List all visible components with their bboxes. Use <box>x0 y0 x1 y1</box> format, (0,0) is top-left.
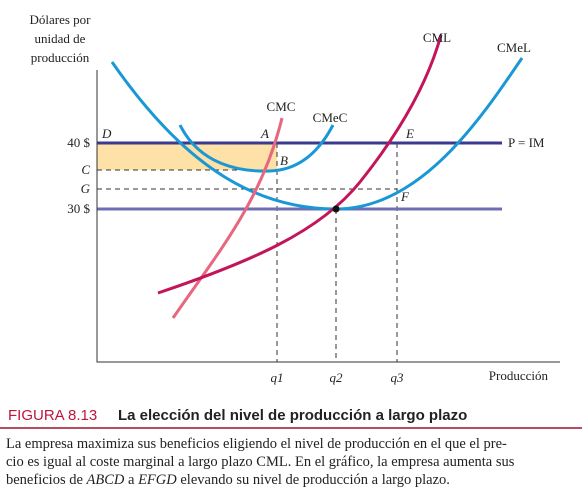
y-tick: 30 $ <box>67 201 90 216</box>
y-tick: G <box>81 181 91 196</box>
point-label: E <box>405 126 414 141</box>
guides <box>97 143 398 362</box>
y-label: unidad de <box>35 31 86 46</box>
curve-label: CMC <box>267 99 296 114</box>
curve-label: CML <box>423 30 451 45</box>
cmel-curve <box>110 57 524 211</box>
x-tick: q2 <box>330 370 344 385</box>
point-label: B <box>280 153 288 168</box>
y-tick: C <box>81 162 90 177</box>
curve-label: CMeL <box>497 40 531 55</box>
figure-title: La elección del nivel de producción a la… <box>118 407 467 424</box>
y-label: producción <box>31 50 90 65</box>
x-label: Producción <box>489 368 549 383</box>
point-label: D <box>101 126 112 141</box>
x-tick: q3 <box>391 370 405 385</box>
figure-number: FIGURA 8.13 <box>8 407 97 424</box>
cmc-curve <box>171 117 284 319</box>
curve-label: P = IM <box>508 135 545 150</box>
cml-curve <box>157 34 443 295</box>
axes <box>96 70 560 363</box>
caption: cio es igual al coste marginal a largo p… <box>6 454 515 470</box>
point-label: F <box>400 189 410 204</box>
y-tick: 40 $ <box>67 135 90 150</box>
point-label: A <box>260 126 269 141</box>
x-tick: q1 <box>271 370 284 385</box>
cmec-curve <box>178 124 335 173</box>
point <box>332 205 340 213</box>
caption: beneficios de ABCD a EFGD elevando su ni… <box>6 472 450 488</box>
curve-label: CMeC <box>313 110 348 125</box>
caption: La empresa maximiza sus beneficios eligi… <box>6 436 507 452</box>
y-label: Dólares por <box>29 12 91 27</box>
